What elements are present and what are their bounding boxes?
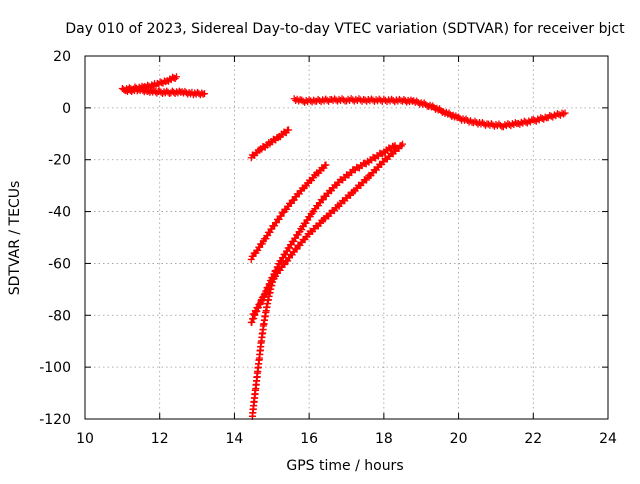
data-point	[323, 96, 331, 104]
data-point	[286, 244, 294, 252]
data-point	[511, 119, 519, 127]
grid-lines	[85, 56, 608, 419]
x-tick-label: 18	[375, 431, 393, 447]
data-series	[290, 95, 569, 131]
data-point	[258, 240, 266, 248]
x-tick-label: 12	[151, 431, 169, 447]
data-point	[272, 267, 280, 275]
data-point	[277, 212, 285, 220]
data-point	[391, 141, 399, 149]
x-axis-label: GPS time / hours	[286, 458, 403, 474]
data-point	[413, 97, 421, 105]
x-tick-label: 20	[450, 431, 468, 447]
y-tick-label: -20	[48, 153, 71, 169]
data-point	[262, 235, 270, 243]
data-point	[285, 126, 293, 134]
y-tick-label: -60	[48, 256, 71, 272]
data-point	[455, 113, 463, 121]
data-point	[173, 73, 181, 81]
data-points	[118, 73, 569, 420]
data-point	[390, 143, 398, 151]
data-point	[496, 121, 504, 129]
data-point	[322, 161, 330, 169]
y-tick-label: -40	[48, 205, 71, 221]
y-tick-label: 0	[62, 101, 71, 117]
tick-labels: 10 12 14 16 18 20 22 24 20 0 -20 -40 -60 -80 -100 -120	[39, 49, 617, 447]
y-tick-label: -80	[48, 308, 71, 324]
data-point	[278, 257, 286, 265]
data-series	[248, 267, 280, 420]
y-tick-label: -120	[39, 412, 71, 428]
x-tick-label: 14	[226, 431, 244, 447]
data-point	[258, 297, 266, 305]
y-axis-label: SDTVAR / TECUs	[7, 181, 23, 296]
data-point	[420, 99, 428, 107]
chart-title: Day 010 of 2023, Sidereal Day-to-day VTE…	[65, 21, 625, 37]
x-tick-label: 16	[300, 431, 318, 447]
data-point	[462, 115, 470, 123]
plot-frame	[84, 55, 609, 420]
plot-border	[84, 55, 609, 420]
data-point	[201, 90, 209, 98]
data-point	[560, 110, 568, 118]
x-tick-label: 10	[76, 431, 94, 447]
data-point	[282, 250, 290, 258]
data-point	[525, 117, 533, 125]
data-point	[253, 307, 261, 315]
data-point	[397, 142, 405, 150]
data-point	[254, 304, 262, 312]
data-point	[266, 228, 274, 236]
data-point	[261, 290, 269, 298]
data-point	[310, 96, 318, 104]
data-point	[273, 266, 281, 274]
data-series	[122, 85, 209, 99]
data-series	[249, 140, 407, 318]
y-tick-label: -100	[39, 360, 71, 376]
data-series	[247, 161, 330, 263]
data-series	[247, 126, 293, 162]
data-point	[399, 140, 407, 148]
data-series	[247, 141, 399, 326]
data-point	[293, 245, 301, 253]
y-tick-label: 20	[53, 49, 71, 65]
data-point	[561, 109, 569, 117]
data-point	[256, 300, 264, 308]
x-tick-label: 22	[524, 431, 542, 447]
x-tick-label: 24	[599, 431, 617, 447]
